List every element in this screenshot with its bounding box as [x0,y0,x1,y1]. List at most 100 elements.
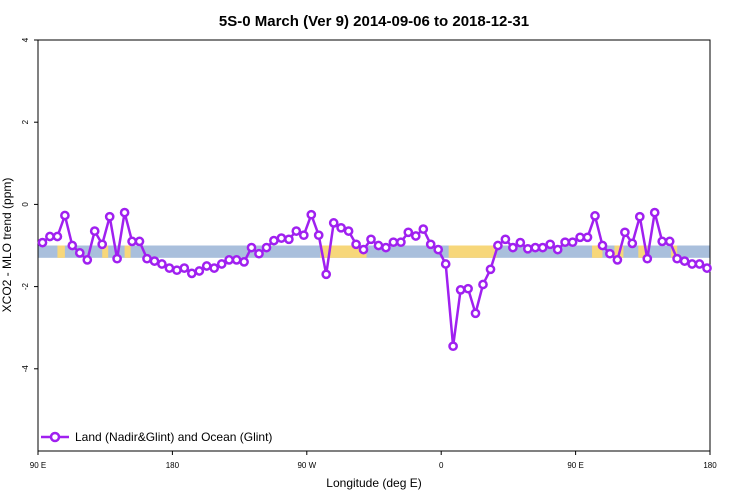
data-point [313,230,324,241]
data-point [403,227,414,238]
land-band-segment [448,245,497,258]
y-tick-label: 2 [21,119,30,124]
data-point [164,263,175,273]
data-point [306,209,317,220]
data-point [627,238,638,249]
data-point [388,237,399,248]
legend-label: Land (Nadir&Glint) and Ocean (Glint) [75,430,272,444]
data-point [119,207,130,218]
chart-title: 5S-0 March (Ver 9) 2014-09-06 to 2018-12… [219,13,529,30]
data-point [605,248,615,259]
data-point [246,242,257,253]
data-point [508,242,518,253]
data-point [343,226,354,236]
x-tick-label: 0 [439,461,444,470]
data-point [485,264,496,275]
data-point [694,259,705,269]
data-point [500,234,511,245]
data-point [231,255,242,265]
legend-marker-swatch [49,431,61,443]
data-point [530,242,541,253]
data-point [425,239,436,250]
data-point [239,257,249,267]
data-point [545,239,556,250]
x-tick-label: 180 [703,461,717,470]
y-tick-label: -4 [21,365,30,373]
data-point [298,230,309,241]
data-point [37,237,48,248]
data-point [515,237,526,248]
y-axis-ticks: -4 -2 0 2 4 [21,37,38,372]
data-point [134,236,145,247]
data-point [582,232,593,243]
data-point [634,211,645,222]
data-point [440,259,451,269]
land-band-segment [57,245,65,258]
data-point [45,231,55,242]
data-point [179,263,190,273]
data-point [455,285,466,295]
data-point [284,234,294,245]
data-point [620,227,630,238]
data-point [52,231,63,242]
x-tick-label: 90 E [30,461,46,470]
data-point [89,226,100,236]
data-point [216,259,227,269]
data-point [209,263,220,273]
x-axis-ticks: 90 E 180 90 W 0 90 E 180 [30,451,717,470]
data-point [702,263,712,273]
data-point [142,253,152,264]
data-point [567,237,578,248]
data-point [149,256,160,266]
y-axis-label: XCO2 - MLO trend (ppm) [0,178,14,313]
data-point [470,308,481,319]
data-point [336,222,346,233]
data-point [291,226,302,236]
data-point [201,261,212,271]
data-point [590,211,600,221]
data-point [463,283,473,294]
data-point [381,242,391,253]
data-point [679,256,690,266]
data-point [575,232,585,243]
data-point [642,253,653,264]
data-point [224,255,234,265]
land-band-segment [592,245,603,258]
y-tick-label: 0 [21,202,30,207]
land-band-segment [638,245,648,258]
data-point [433,244,444,255]
data-point [597,240,608,251]
data-point [612,255,623,265]
data-point [366,234,376,245]
y-tick-label: -2 [21,282,30,290]
data-point [269,235,279,246]
data-point [104,211,115,222]
data-point [522,243,533,254]
data-point [97,239,108,250]
land-band-segment [124,245,131,258]
data-point [67,240,78,251]
data-point [60,210,70,221]
data-point [82,255,93,265]
data-point [157,259,167,269]
data-point [657,236,668,247]
data-point [328,218,339,228]
data-point [418,224,429,234]
series-line [41,211,708,348]
legend: Land (Nadir&Glint) and Ocean (Glint) [41,430,272,444]
data-point [552,244,563,255]
data-point [112,253,122,264]
data-point [254,248,264,259]
data-point [537,242,548,253]
data-point [261,242,272,253]
data-point [448,341,458,352]
data-point [172,265,182,276]
series-layer [37,207,712,352]
data-point [194,266,205,276]
data-point [373,240,384,251]
data-point [396,237,406,248]
data-point [560,237,570,248]
data-point [351,239,361,250]
data-point [74,248,85,258]
